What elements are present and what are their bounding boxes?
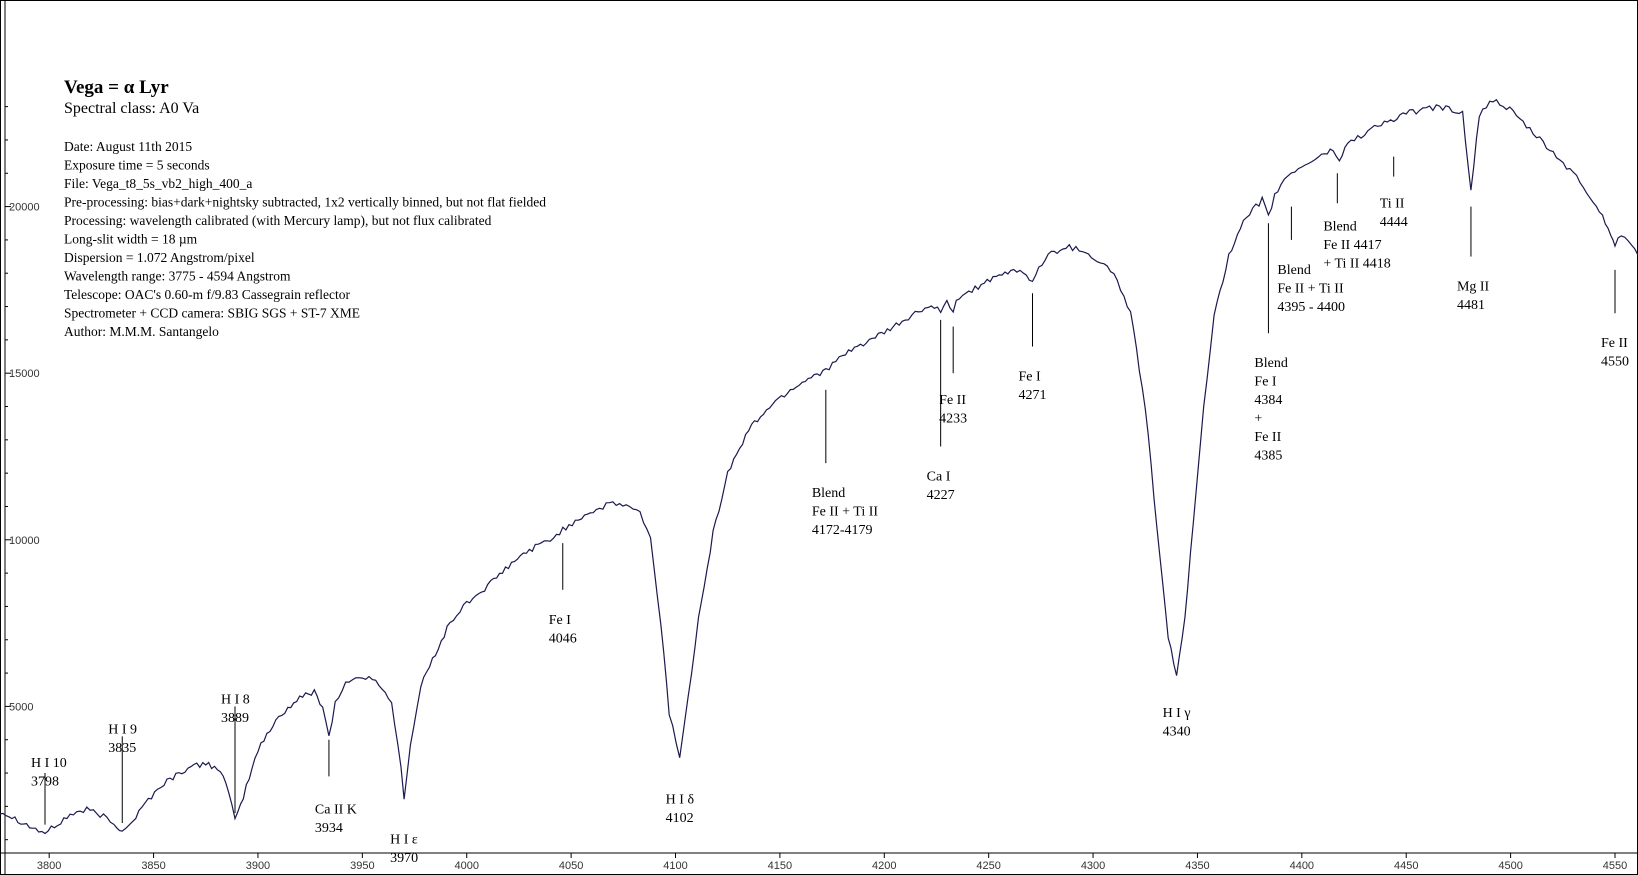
x-tick-label: 4400 <box>1290 860 1314 872</box>
spectrum-line <box>0 98 1638 835</box>
annotation-label: Fe II <box>939 393 966 408</box>
x-tick-label: 4050 <box>559 860 583 872</box>
annotation-label: 4340 <box>1163 725 1191 740</box>
annotation-label: 3934 <box>315 821 343 836</box>
annotation-label: Ca I <box>927 469 951 484</box>
info-line: Dispersion = 1.072 Angstrom/pixel <box>64 250 255 265</box>
annotation-label: Fe I <box>549 613 572 628</box>
x-tick-label: 4450 <box>1394 860 1418 872</box>
annotation-label: 4046 <box>549 631 577 646</box>
info-line: Wavelength range: 3775 - 4594 Angstrom <box>64 269 291 284</box>
annotation-label: + <box>1254 412 1262 427</box>
chart-title: Vega = α Lyr <box>64 77 169 98</box>
y-tick-label: 15000 <box>9 368 40 380</box>
x-tick-label: 3900 <box>246 860 270 872</box>
annotation-label: 3970 <box>390 851 418 866</box>
annotation-label: + Ti II 4418 <box>1323 257 1390 272</box>
annotation-label: H I 9 <box>108 723 137 738</box>
annotation-label: Blend <box>812 486 845 501</box>
annotation-label: 3835 <box>108 741 136 756</box>
annotation-label: 4395 - 4400 <box>1277 300 1345 315</box>
y-tick-label: 10000 <box>9 535 40 547</box>
annotation-label: H I 10 <box>31 756 67 771</box>
annotation-label: 4550 <box>1601 355 1629 370</box>
x-tick-label: 3850 <box>141 860 165 872</box>
annotation-label: 4481 <box>1457 298 1485 313</box>
y-tick-label: 20000 <box>9 202 40 214</box>
annotation-label: 3798 <box>31 775 59 790</box>
x-tick-label: 4100 <box>663 860 687 872</box>
annotation-label: Blend <box>1254 356 1287 371</box>
x-tick-label: 4300 <box>1081 860 1105 872</box>
x-tick-label: 4500 <box>1498 860 1522 872</box>
annotation-label: 4227 <box>927 488 955 503</box>
x-tick-label: 4000 <box>454 860 478 872</box>
annotation-label: Fe II + Ti II <box>1277 281 1344 296</box>
x-tick-label: 4550 <box>1603 860 1627 872</box>
annotation-label: 4385 <box>1254 449 1282 464</box>
y-axis: 5000 10000 15000 20000 <box>4 0 40 875</box>
annotation-label: Fe II <box>1254 430 1281 445</box>
x-tick-label: 3950 <box>350 860 374 872</box>
annotation-label: Fe II 4417 <box>1323 238 1381 253</box>
info-block: Vega = α Lyr Spectral class: A0 Va Date:… <box>64 77 546 339</box>
info-line: Processing: wavelength calibrated (with … <box>64 213 492 228</box>
x-axis: 3800 3850 3900 3950 4000 4050 4100 4150 4200 4250… <box>0 852 1638 872</box>
annotation-label: Blend <box>1323 220 1356 235</box>
annotation-label: H I δ <box>666 793 695 808</box>
annotation-label: 4233 <box>939 411 967 426</box>
annotation-label: 4444 <box>1380 215 1408 230</box>
annotation-label: H I 8 <box>221 693 250 708</box>
info-line: Date: August 11th 2015 <box>64 139 192 154</box>
info-line: Telescope: OAC's 0.60-m f/9.83 Cassegrai… <box>64 287 351 302</box>
chart-subtitle: Spectral class: A0 Va <box>64 100 199 117</box>
annotation-label: Fe II <box>1601 336 1628 351</box>
line-annotations: H I 10 3798 H I 9 3835 H I 8 3889 Ca II K 3934 H… <box>31 156 1629 866</box>
info-line: Author: M.M.M. Santangelo <box>64 324 219 339</box>
info-line: Long-slit width = 18 µm <box>64 232 198 247</box>
x-tick-label: 4250 <box>976 860 1000 872</box>
info-line: File: Vega_t8_5s_vb2_high_400_a <box>64 176 252 191</box>
info-line: Exposure time = 5 seconds <box>64 158 210 173</box>
annotation-label: Blend <box>1277 263 1310 278</box>
annotation-label: 4384 <box>1254 393 1282 408</box>
annotation-label: 4271 <box>1019 388 1047 403</box>
annotation-label: H I ε <box>390 833 418 848</box>
annotation-label: Ca II K <box>315 803 357 818</box>
annotation-label: Fe II + Ti II <box>812 505 879 520</box>
y-tick-label: 5000 <box>9 701 33 713</box>
x-tick-label: 3800 <box>37 860 61 872</box>
annotation-label: 3889 <box>221 711 249 726</box>
annotation-label: H I γ <box>1163 706 1191 721</box>
annotation-label: 4172-4179 <box>812 523 873 538</box>
x-tick-label: 4200 <box>872 860 896 872</box>
x-tick-label: 4150 <box>768 860 792 872</box>
annotation-label: Ti II <box>1380 196 1405 211</box>
annotation-label: 4102 <box>666 811 694 826</box>
info-line: Pre-processing: bias+dark+nightsky subtr… <box>64 195 546 210</box>
annotation-label: Fe I <box>1019 370 1042 385</box>
annotation-label: Mg II <box>1457 280 1490 295</box>
annotation-label: Fe I <box>1254 375 1277 390</box>
x-tick-label: 4350 <box>1185 860 1209 872</box>
info-line: Spectrometer + CCD camera: SBIG SGS + ST… <box>64 306 360 321</box>
